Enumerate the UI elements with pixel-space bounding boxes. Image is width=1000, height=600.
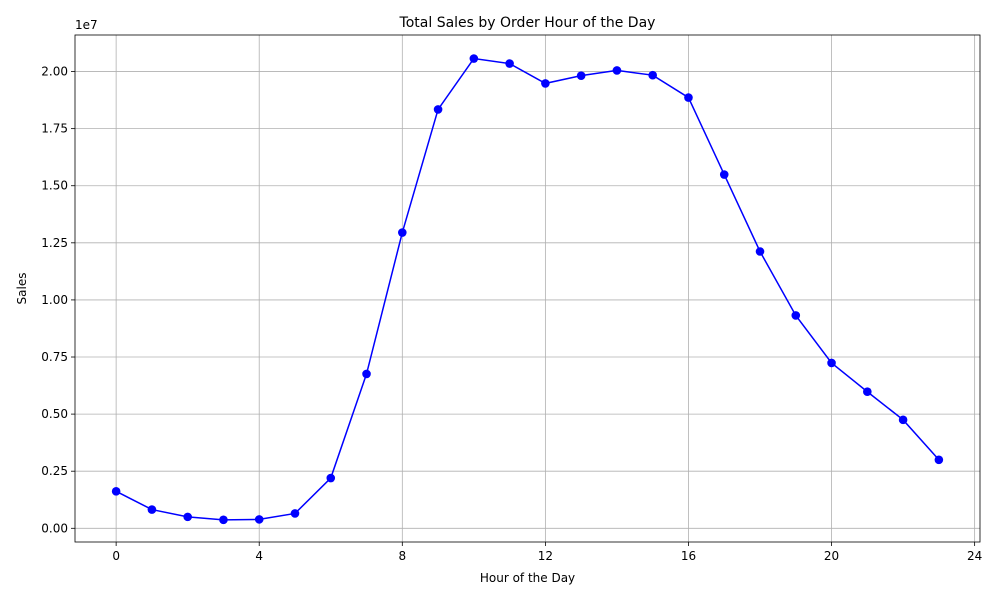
data-point: [684, 93, 693, 102]
y-tick-label: 1.75: [41, 122, 68, 136]
data-point: [469, 54, 479, 63]
x-tick-label: 12: [538, 549, 553, 563]
y-tick-label: 0.50: [41, 407, 68, 421]
y-tick-label: 1.25: [41, 236, 68, 250]
x-tick-label: 0: [112, 549, 120, 563]
data-point: [755, 247, 765, 256]
x-tick-label: 20: [824, 549, 839, 563]
data-point: [183, 512, 192, 522]
y-tick-label: 1.00: [41, 293, 68, 307]
series-sales: [111, 54, 944, 525]
data-point: [791, 311, 801, 320]
chart-title: Total Sales by Order Hour of the Day: [399, 15, 656, 31]
axis-ticks: 0 4 8 12 16 20 24 0.00 0.25 0.50 0.75 1.00 1.25 1.50 1…: [41, 65, 982, 563]
data-point: [719, 170, 729, 179]
data-point: [433, 105, 443, 114]
grid: [75, 35, 980, 542]
data-point: [863, 387, 872, 397]
y-tick-label: 0.00: [41, 521, 68, 535]
data-point: [612, 66, 622, 75]
data-point: [934, 455, 944, 465]
data-point: [290, 509, 300, 518]
y-offset-label: 1e7: [75, 18, 98, 32]
data-point: [219, 515, 228, 525]
y-tick-label: 2.00: [41, 65, 68, 79]
plot-frame: [74, 34, 981, 543]
data-point: [505, 59, 514, 68]
data-point: [254, 515, 264, 524]
y-axis-label: Sales: [15, 273, 29, 305]
y-tick-label: 1.50: [41, 179, 68, 193]
data-point: [326, 473, 336, 483]
y-tick-label: 0.75: [41, 350, 68, 364]
x-tick-label: 4: [255, 549, 263, 563]
data-point: [898, 415, 908, 425]
data-point: [362, 369, 371, 379]
data-point: [648, 70, 657, 80]
x-axis-label: Hour of the Day: [480, 571, 575, 585]
data-point: [398, 228, 407, 237]
x-tick-label: 16: [681, 549, 696, 563]
x-tick-label: 8: [398, 549, 406, 563]
data-point: [147, 505, 157, 514]
data-point: [111, 487, 121, 496]
data-point: [827, 358, 836, 368]
x-tick-label: 24: [967, 549, 982, 563]
data-point: [576, 71, 586, 80]
series-line: [115, 57, 940, 521]
data-point: [541, 79, 550, 88]
y-tick-label: 0.25: [41, 464, 68, 478]
